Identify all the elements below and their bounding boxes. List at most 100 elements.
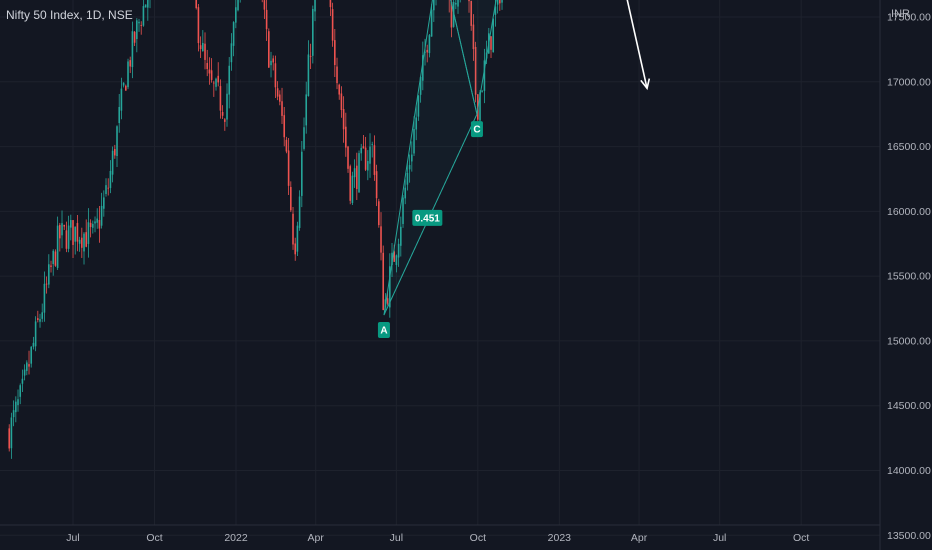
candle-body [411, 154, 413, 162]
candle-body [125, 85, 127, 91]
candle-body [455, 2, 457, 5]
y-tick-label: 15000.00 [887, 335, 931, 347]
pattern-ratio-label: 0.451 [415, 213, 440, 224]
candle-body [103, 197, 105, 209]
candle-body [312, 8, 314, 56]
x-tick-label: Jul [390, 532, 403, 544]
candle-body [386, 298, 389, 304]
candle-body [138, 21, 140, 24]
candle-body [83, 233, 85, 252]
candle-body [424, 51, 426, 53]
candle-body [28, 364, 30, 367]
candle-body [206, 63, 209, 69]
candle-body [235, 7, 237, 23]
candle-body [400, 226, 402, 246]
candle-body [364, 147, 367, 170]
candle-body [356, 165, 358, 190]
candle-body [413, 129, 415, 154]
candle-body [142, 6, 145, 26]
candle-body [78, 239, 81, 244]
candle-body [336, 66, 338, 84]
candle-body [217, 75, 220, 83]
candle-body [94, 221, 96, 224]
candle-body [426, 49, 429, 53]
candle-body [30, 346, 33, 364]
candle-body [450, 2, 453, 28]
projection-arrow[interactable] [599, 0, 651, 91]
symbol-title[interactable]: Nifty 50 Index, 1D, NSE [6, 8, 133, 22]
candle-body [274, 63, 277, 88]
candle-body [290, 187, 292, 211]
candle-body [224, 119, 226, 122]
candle-body [389, 266, 391, 308]
candle-body [428, 35, 431, 54]
candle-body [32, 342, 35, 347]
candle-body [199, 45, 202, 50]
candle-body [329, 0, 332, 8]
x-tick-label: Oct [146, 532, 162, 544]
candle-body [54, 251, 57, 266]
candle-body [118, 106, 121, 124]
candle-body [56, 225, 59, 268]
candle-body [285, 139, 288, 152]
candle-body [402, 197, 404, 224]
candle-body [309, 55, 312, 57]
candle-body [63, 224, 66, 227]
candle-body [283, 115, 286, 138]
candle-body [65, 230, 68, 249]
candle-body [417, 95, 420, 117]
candle-body [494, 6, 497, 15]
candle-body [105, 185, 107, 194]
candle-body [61, 223, 63, 236]
candle-body [127, 61, 129, 88]
candle-body [268, 31, 270, 68]
candle-body [369, 146, 371, 164]
candle-body [296, 225, 299, 252]
candle-body [39, 319, 41, 322]
candle-body [107, 187, 110, 189]
candle-body [67, 225, 70, 249]
pattern-ratio-badge [412, 209, 443, 226]
candle-body [307, 54, 310, 97]
candle-body [45, 283, 48, 285]
candle-body [419, 76, 422, 95]
candle-body [499, 0, 501, 4]
candle-body [351, 175, 354, 203]
price-axis[interactable]: 20500.0020000.0019500.0019000.0018500.00… [879, 0, 931, 550]
candle-body [37, 318, 39, 321]
candle-body [133, 31, 136, 43]
candle-body [219, 86, 222, 111]
candle-body [490, 36, 492, 50]
candle-body [272, 58, 275, 63]
y-tick-label: 13500.00 [887, 530, 931, 542]
candle-body [96, 218, 99, 223]
candle-body [265, 9, 268, 30]
candle-body [292, 213, 294, 245]
candle-body [59, 224, 61, 239]
candle-body [314, 0, 316, 12]
candlestick-series [8, 0, 503, 459]
candle-body [197, 7, 200, 44]
candle-body [15, 401, 17, 413]
candle-body [114, 149, 116, 156]
candle-body [501, 0, 503, 3]
candle-body [345, 126, 347, 148]
candle-body [48, 264, 50, 285]
candle-body [8, 428, 11, 449]
candle-body [140, 25, 143, 26]
x-tick-label: 2022 [224, 532, 248, 544]
candle-body [349, 166, 352, 201]
candle-body [228, 65, 231, 95]
x-tick-label: Jul [713, 532, 726, 544]
candle-body [92, 223, 94, 228]
candle-body [144, 4, 147, 8]
candle-body [397, 243, 400, 258]
time-axis[interactable]: Jul Oct 2022 Apr Jul Oct 2023 Apr Jul Oct [0, 524, 880, 544]
x-tick-label: Jul [66, 532, 79, 544]
harmonic-pattern[interactable]: ABCD0.4512.205 [377, 0, 541, 339]
candle-body [85, 232, 88, 247]
candle-body [298, 196, 301, 228]
candle-body [287, 150, 290, 186]
candle-body [430, 9, 433, 37]
